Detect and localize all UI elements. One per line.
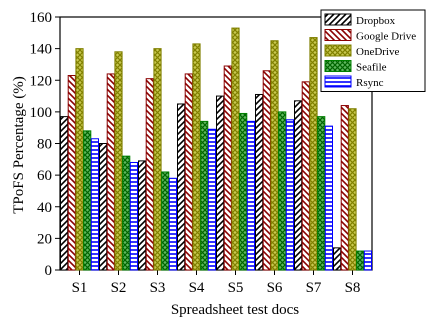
bar-google-drive-s7 bbox=[301, 81, 310, 271]
x-axis-title: Spreadsheet test docs bbox=[171, 302, 299, 318]
bar-dropbox-s7 bbox=[294, 100, 303, 271]
bar-onedrive-s2 bbox=[114, 51, 123, 271]
y-tick-label: 140 bbox=[30, 42, 53, 58]
legend-swatch bbox=[324, 60, 352, 72]
bar-seafile-s3 bbox=[161, 171, 170, 271]
bar-rsync-s7 bbox=[324, 125, 333, 271]
bar-onedrive-s1 bbox=[75, 48, 84, 271]
bar-dropbox-s6 bbox=[255, 93, 264, 271]
bar-seafile-s7 bbox=[317, 116, 326, 271]
bar-google-drive-s2 bbox=[106, 73, 115, 271]
bar-rsync-s4 bbox=[207, 128, 217, 271]
bar-seafile-s2 bbox=[122, 155, 131, 271]
x-tick-label: S4 bbox=[189, 280, 205, 296]
legend-label: Dropbox bbox=[356, 15, 396, 27]
x-tick-label: S6 bbox=[267, 280, 283, 296]
y-tick-label: 20 bbox=[37, 231, 52, 247]
bar-rsync-s2 bbox=[129, 161, 139, 271]
legend-label: Rsync bbox=[356, 77, 384, 89]
bar-dropbox-s1 bbox=[60, 116, 69, 271]
bar-dropbox-s3 bbox=[138, 160, 147, 271]
legend-swatch bbox=[324, 13, 352, 26]
y-tick-label: 160 bbox=[30, 10, 53, 26]
y-tick-label: 60 bbox=[37, 168, 52, 184]
bar-onedrive-s6 bbox=[270, 40, 279, 271]
x-tick-label: S3 bbox=[150, 280, 166, 296]
bar-onedrive-s7 bbox=[309, 37, 318, 271]
bar-google-drive-s1 bbox=[67, 75, 76, 271]
legend-label: Google Drive bbox=[356, 31, 416, 43]
bar-google-drive-s4 bbox=[184, 73, 193, 271]
x-tick-label: S5 bbox=[228, 280, 244, 296]
legend-swatch bbox=[324, 75, 352, 88]
bar-rsync-s8 bbox=[363, 250, 372, 271]
legend-swatch bbox=[324, 29, 352, 41]
legend-swatch bbox=[324, 44, 352, 57]
bar-dropbox-s4 bbox=[177, 103, 186, 271]
y-axis-title: TPoFS Percentage (%) bbox=[11, 76, 27, 213]
bar-seafile-s4 bbox=[200, 120, 209, 271]
bar-seafile-s5 bbox=[239, 112, 248, 271]
bar-rsync-s1 bbox=[90, 138, 100, 271]
bar-dropbox-s2 bbox=[99, 143, 108, 271]
legend-label: Seafile bbox=[356, 62, 387, 74]
bar-onedrive-s4 bbox=[192, 43, 201, 271]
x-tick-label: S2 bbox=[111, 280, 127, 296]
bar-seafile-s1 bbox=[83, 130, 92, 271]
bar-onedrive-s5 bbox=[231, 27, 240, 271]
bar-dropbox-s8 bbox=[333, 247, 342, 271]
bar-rsync-s3 bbox=[168, 177, 178, 271]
bar-google-drive-s3 bbox=[145, 78, 154, 271]
y-tick-label: 40 bbox=[37, 200, 52, 216]
x-tick-label: S1 bbox=[72, 280, 88, 296]
bar-onedrive-s8 bbox=[348, 108, 357, 271]
legend-label: OneDrive bbox=[356, 46, 399, 58]
y-tick-label: 80 bbox=[37, 137, 52, 153]
y-tick-label: 0 bbox=[45, 263, 53, 279]
x-tick-label: S7 bbox=[306, 280, 322, 296]
bar-rsync-s5 bbox=[246, 120, 256, 271]
bar-google-drive-s8 bbox=[340, 105, 349, 271]
x-tick-label: S8 bbox=[345, 280, 361, 296]
bar-google-drive-s6 bbox=[262, 70, 271, 271]
bar-rsync-s6 bbox=[285, 119, 294, 271]
bar-seafile-s6 bbox=[278, 111, 287, 271]
bar-google-drive-s5 bbox=[223, 65, 232, 271]
y-tick-label: 100 bbox=[30, 105, 53, 121]
bar-onedrive-s3 bbox=[153, 48, 162, 271]
bar-seafile-s8 bbox=[356, 250, 365, 271]
y-tick-label: 120 bbox=[30, 73, 53, 89]
bar-dropbox-s5 bbox=[216, 95, 225, 271]
